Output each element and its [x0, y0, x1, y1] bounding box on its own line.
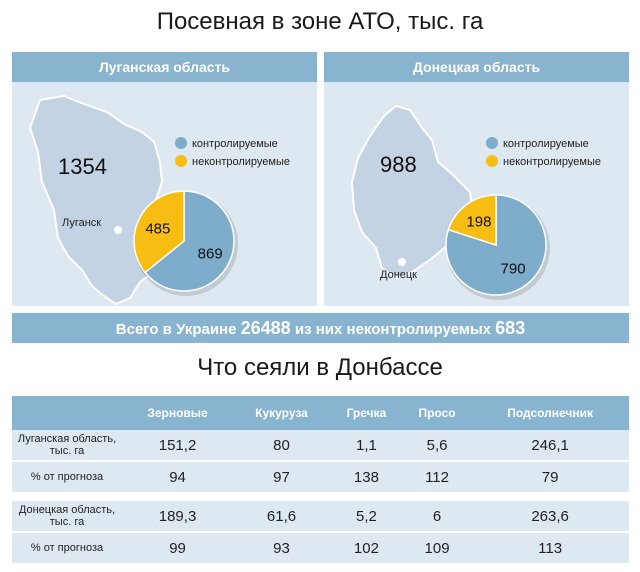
legend-controlled-label: контролируемые	[503, 138, 589, 150]
legend-uncontrolled-marker	[486, 155, 498, 167]
table-cell: 99	[122, 532, 234, 563]
table-cell: 1,1	[329, 430, 403, 462]
legend-controlled-label: контролируемые	[192, 138, 278, 150]
donetsk-region-map	[350, 104, 474, 280]
pie-slice-controlled-label: 869	[198, 245, 223, 262]
total-middle: из них неконтролируемых	[294, 321, 491, 338]
luhansk-city-label: Луганск	[62, 217, 101, 229]
pie-slice-uncontrolled-label: 198	[466, 214, 491, 231]
donetsk-panel-header: Донецкая область	[324, 52, 629, 82]
table-cell: 79	[471, 461, 629, 492]
table-row: % от прогноза 99 93 102 109 113	[12, 532, 629, 563]
table-cell: 94	[122, 461, 234, 492]
luhansk-panel-header: Луганская область	[12, 52, 317, 82]
total-prefix: Всего в Украине	[115, 321, 237, 338]
legend-controlled-marker	[175, 137, 187, 149]
table-cell: 61,6	[233, 501, 330, 533]
donetsk-panel: Донецкая область 988 Донецк контролируем…	[324, 52, 629, 306]
luhansk-panel: Луганская область 1354 Луганск контролир…	[12, 52, 317, 306]
table-header-row: Зерновые Кукуруза Гречка Просо Подсолнеч…	[12, 396, 629, 430]
table-corner	[12, 396, 122, 430]
table-cell: 5,6	[402, 430, 472, 462]
table-cell: 80	[233, 430, 330, 462]
table-cell: 5,2	[329, 501, 403, 533]
table-cell: 189,3	[122, 501, 234, 533]
donetsk-chart: 988 Донецк контролируемые неконтролируем…	[350, 104, 601, 300]
ukraine-total-bar: Всего в Украине 26488 из них неконтролир…	[12, 313, 629, 343]
legend-uncontrolled-label: неконтролируемые	[192, 156, 290, 168]
row-label: Донецкая область, тыс. га	[12, 501, 122, 533]
table-cell: 113	[471, 532, 629, 563]
table-cell: 263,6	[471, 501, 629, 533]
column-header: Подсолнечник	[471, 396, 629, 430]
page-title: Посевная в зоне АТО, тыс. га	[156, 8, 484, 35]
column-header: Кукуруза	[233, 396, 330, 430]
legend-controlled-marker	[486, 137, 498, 149]
luhansk-city-dot	[114, 226, 122, 234]
legend-uncontrolled-marker	[175, 155, 187, 167]
donetsk-city-dot	[398, 258, 406, 266]
column-header: Зерновые	[122, 396, 234, 430]
table-cell: 151,2	[122, 430, 234, 462]
column-header: Гречка	[329, 396, 403, 430]
table-cell: 246,1	[471, 430, 629, 462]
row-label: % от прогноза	[12, 532, 122, 563]
pie-slice-controlled	[144, 190, 235, 292]
table-cell: 6	[402, 501, 472, 533]
table-cell: 138	[329, 461, 403, 492]
row-label: Луганская область, тыс. га	[12, 430, 122, 462]
table-row: Донецкая область, тыс. га 189,3 61,6 5,2…	[12, 501, 629, 533]
donetsk-city-label: Донецк	[380, 269, 417, 281]
total-value: 26488	[240, 318, 291, 338]
donetsk-total: 988	[380, 152, 417, 177]
table-cell: 112	[402, 461, 472, 492]
table-cell: 109	[402, 532, 472, 563]
table-cell: 97	[233, 461, 330, 492]
table-row: % от прогноза 94 97 138 112 79	[12, 461, 629, 492]
table-cell: 102	[329, 532, 403, 563]
uncontrolled-total-value: 683	[495, 318, 526, 338]
crops-table: Зерновые Кукуруза Гречка Просо Подсолнеч…	[12, 396, 629, 563]
row-label: % от прогноза	[12, 461, 122, 492]
table-title: Что сеяли в Донбассе	[197, 354, 443, 381]
donetsk-pie: 790 198	[445, 194, 550, 300]
legend-uncontrolled-label: неконтролируемые	[503, 156, 601, 168]
pie-slice-controlled-label: 790	[501, 260, 526, 277]
table-row: Луганская область, тыс. га 151,2 80 1,1 …	[12, 430, 629, 462]
luhansk-total: 1354	[58, 154, 107, 179]
pie-slice-uncontrolled-label: 485	[145, 221, 170, 238]
table-cell: 93	[233, 532, 330, 563]
luhansk-chart: 1354 Луганск контролируемые неконтролиру…	[28, 94, 290, 306]
luhansk-region-map	[28, 94, 164, 306]
table-gap	[12, 492, 629, 501]
pie-slice-uncontrolled	[447, 194, 497, 247]
luhansk-pie: 869 485	[133, 190, 238, 296]
column-header: Просо	[402, 396, 472, 430]
pie-slice-uncontrolled	[133, 190, 185, 274]
